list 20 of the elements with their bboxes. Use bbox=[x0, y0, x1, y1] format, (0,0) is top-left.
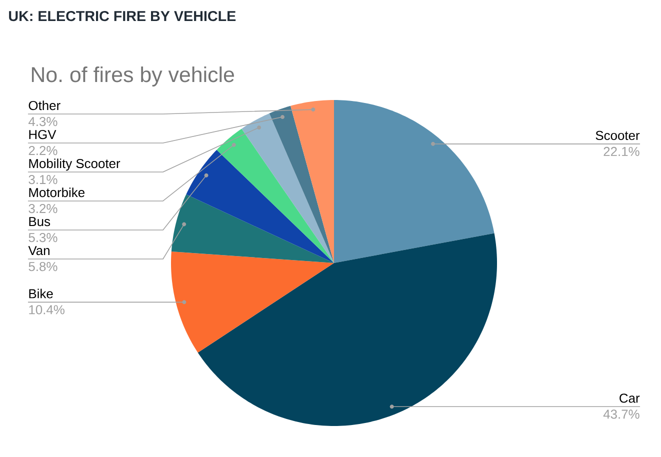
slice-label: Bus bbox=[29, 217, 50, 226]
slice-label: Motorbike bbox=[29, 188, 84, 198]
slice-label: Bike bbox=[29, 288, 53, 298]
slice-label: HGV bbox=[29, 130, 56, 140]
slice-label: Car bbox=[620, 394, 640, 403]
data-label: 43.7% bbox=[603, 410, 640, 419]
slice-label: Scooter bbox=[596, 130, 640, 140]
data-label: 4.3% bbox=[28, 116, 58, 126]
slice-label: Van bbox=[28, 246, 50, 256]
data-label: 5.8% bbox=[28, 262, 58, 272]
data-label: 2.2% bbox=[28, 146, 58, 156]
slice-label: Mobility Scooter bbox=[29, 158, 120, 171]
data-label: 5.3% bbox=[28, 232, 58, 242]
data-label: 22.1% bbox=[604, 146, 640, 156]
chart-title: UK: ELECTRIC FIRE BY VEHICLE bbox=[9, 10, 236, 22]
slice-label: Other bbox=[28, 100, 60, 110]
data-label: 10.4% bbox=[29, 305, 64, 314]
data-label: 3.1% bbox=[28, 174, 58, 184]
chart-subtitle: No. of fires by vehicle bbox=[32, 66, 234, 86]
data-label: 3.2% bbox=[28, 204, 58, 214]
